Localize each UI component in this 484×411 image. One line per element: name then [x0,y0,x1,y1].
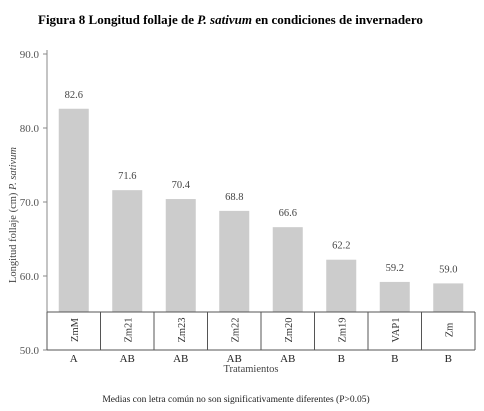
bar-value-label: 82.6 [65,90,83,101]
category-label: Zm21 [123,317,134,342]
category-label: Zm [444,323,455,338]
x-axis-label: Tratamientos [223,364,278,375]
bar-value-label: 59.2 [386,263,404,274]
group-letter: B [391,353,398,365]
y-axis-label-text: Longitud follaje (cm) [8,190,19,283]
category-label: Zm20 [284,317,295,342]
bar [326,259,357,312]
value-labels: 82.6 71.6 70.4 68.8 66.6 62.2 59.2 59.0 [65,90,458,276]
bar-value-label: 66.6 [279,208,297,219]
bar [58,108,89,312]
category-label: ZmM [70,317,81,342]
y-tick-label: 70.0 [20,197,40,209]
y-axis-label: Longitud follaje (cm) P. sativum [8,147,19,283]
footnote: Medias con letra común no son significat… [102,394,369,405]
bar [379,281,410,312]
y-axis-label-species: P. sativum [8,147,19,191]
category-labels: ZmM Zm21 Zm23 Zm22 Zm20 Zm19 VAP1 Zm [70,317,456,342]
bar-value-label: 62.2 [332,241,350,252]
category-label: Zm19 [337,317,348,342]
chart-title: Figura 8 Longitud follaje de P. sativum … [38,12,423,27]
bar [112,190,143,312]
y-tick-label: 60.0 [20,271,40,283]
bar [433,283,464,312]
bar-value-label: 68.8 [225,192,243,203]
bar-value-label: 71.6 [118,171,136,182]
bar-value-label: 70.4 [172,180,191,191]
y-tick-label: 50.0 [20,345,40,357]
chart-title-prefix: Figura 8 Longitud follaje de [38,12,197,27]
group-letter: B [338,353,345,365]
group-letter: AB [173,353,188,365]
chart-title-species: P. sativum [197,12,252,27]
axes [46,50,476,351]
bar [165,199,196,312]
group-letter: B [445,353,452,365]
category-label: VAP1 [391,318,402,343]
y-tick-label: 90.0 [20,49,40,61]
bar-value-label: 59.0 [439,264,457,275]
group-letter: AB [120,353,135,365]
bars [58,108,464,312]
y-axis-ticks: 50.0 60.0 70.0 80.0 90.0 [20,49,47,357]
bar [272,227,303,312]
group-letters: A AB AB AB AB B B B [70,353,452,365]
category-label: Zm22 [230,317,241,342]
category-label: Zm23 [177,317,188,342]
y-tick-label: 80.0 [20,123,40,135]
chart-title-suffix: en condiciones de invernadero [252,12,423,27]
group-letter: AB [280,353,295,365]
group-letter: A [70,353,78,365]
group-letter: AB [227,353,242,365]
bar [219,210,250,312]
